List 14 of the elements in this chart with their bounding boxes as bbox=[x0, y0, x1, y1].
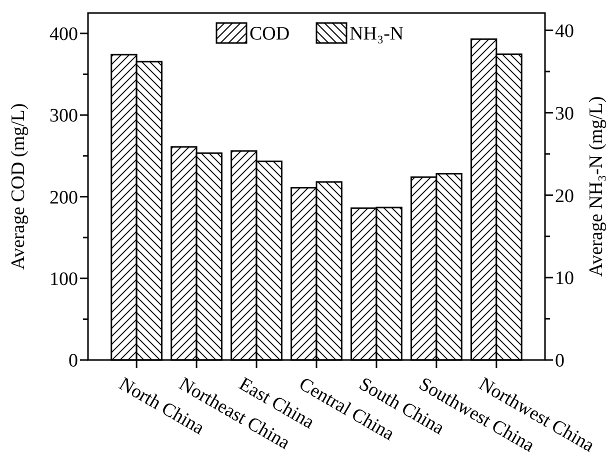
y-axis-title: Average COD (mg/L) bbox=[8, 103, 29, 270]
y-tick-label: 300 bbox=[50, 106, 78, 127]
y2-axis-title: Average NH₃-N (mg/L) bbox=[586, 96, 607, 277]
y2-tick-label: 40 bbox=[555, 20, 574, 42]
y-tick-label: 200 bbox=[50, 187, 78, 208]
legend-label: COD bbox=[250, 24, 290, 45]
legend-label: NH₃-N bbox=[350, 24, 404, 45]
y2-tick-label: 10 bbox=[555, 268, 574, 290]
y-tick-label: 100 bbox=[50, 269, 78, 290]
y2-tick-label: 0 bbox=[555, 350, 564, 372]
y2-tick-label: 30 bbox=[555, 103, 574, 124]
y2-tick-label: 20 bbox=[555, 186, 574, 207]
y-tick-label: 0 bbox=[68, 350, 78, 372]
y-tick-label: 400 bbox=[50, 24, 78, 46]
